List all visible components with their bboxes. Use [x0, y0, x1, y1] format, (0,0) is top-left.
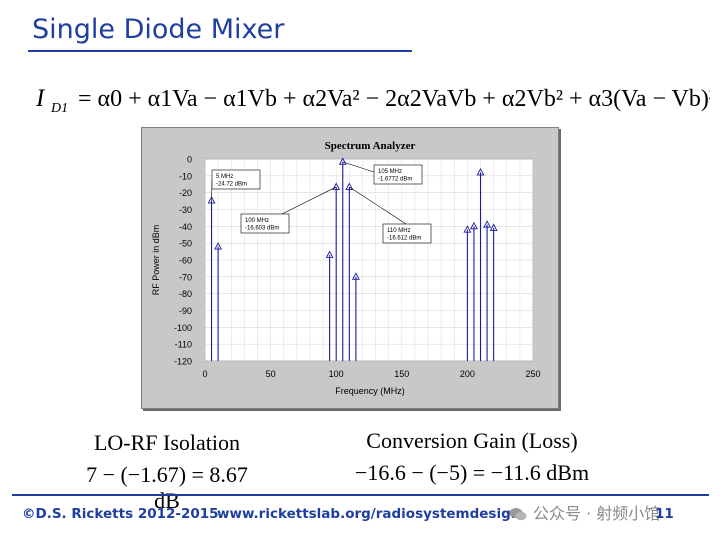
y-tick-labels: 0 -10 -20 -30 -40 -50 -60 -70 -80 -90 -100 -110 -120 — [174, 155, 192, 367]
conversion-gain-title: Conversion Gain (Loss) — [366, 428, 578, 453]
spectrum-marker — [207, 196, 216, 204]
title-underline — [28, 50, 412, 52]
spectrum-marker — [214, 242, 223, 250]
spectrum-marker — [463, 225, 472, 233]
x-tick-labels: 0 50 100 150 200 250 — [202, 369, 540, 379]
callout-leader — [349, 186, 407, 225]
eq-lhs-sub: D1 — [50, 101, 68, 116]
y-tick-label: -110 — [175, 340, 192, 350]
spectrum-marker — [351, 272, 360, 280]
lo-rf-isolation-title: LO-RF Isolation — [93, 430, 241, 455]
spectrum-marker — [483, 220, 492, 228]
x-tick-label: 100 — [329, 369, 344, 379]
slide-title: Single Diode Mixer — [32, 14, 285, 45]
y-tick-label: -120 — [174, 357, 192, 367]
lo-rf-isolation-block: LO-RF Isolation 7 − (−1.67) = 8.67 dB — [72, 430, 262, 514]
y-tick-label: -100 — [174, 323, 192, 333]
eq-rhs: = α0 + α1Va − α1Vb + α2Va² − 2α2VaVb + α… — [78, 86, 710, 112]
callout-leader — [342, 161, 375, 173]
callout-power: -16.603 dBm — [245, 226, 279, 232]
diode-current-equation: I D1 = α0 + α1Va − α1Vb + α2Va² − 2α2VaV… — [35, 85, 710, 116]
x-tick-label: 0 — [202, 369, 207, 379]
callout-frequency: 105 MHz — [378, 169, 402, 175]
page-number: 11 — [655, 506, 674, 522]
callout-frequency: 110 MHz — [387, 228, 411, 234]
eq-lhs: I — [35, 85, 46, 112]
callout-power: -1.6772 dBm — [378, 177, 412, 183]
y-tick-label: -10 — [179, 171, 192, 181]
y-tick-label: -50 — [179, 239, 192, 249]
y-tick-label: -40 — [179, 222, 192, 232]
callouts: 5 MHz -24.72 dBm 105 MHz -1.6772 dBm 100 MHz… — [211, 161, 432, 244]
y-tick-label: -70 — [179, 272, 192, 282]
watermark: 公众号 · 射频小馆 — [509, 500, 660, 524]
x-tick-label: 50 — [266, 369, 276, 379]
spectrum-chart: Spectrum Analyzer 0 -10 -20 -30 -40 -50 -60 -70… — [151, 140, 541, 396]
spectrum-marker — [325, 250, 334, 258]
chart-title: Spectrum Analyzer — [325, 140, 416, 152]
conversion-gain-block: Conversion Gain (Loss) −16.6 − (−5) = −1… — [342, 428, 602, 486]
spectrum-marker — [470, 221, 478, 230]
spectrum-chart-frame: Spectrum Analyzer 0 -10 -20 -30 -40 -50 -60 -70… — [141, 127, 559, 409]
callout-leader — [281, 186, 337, 215]
y-tick-label: -60 — [179, 256, 192, 266]
x-tick-label: 200 — [460, 369, 475, 379]
spectrum-marker — [476, 168, 485, 176]
callout-frequency: 100 MHz — [245, 218, 269, 224]
y-tick-label: -30 — [179, 205, 192, 215]
callout-box — [382, 223, 432, 244]
y-axis-label: RF Power in dBm — [151, 225, 161, 296]
footer-website[interactable]: www.rickettslab.org/radiosystemdesign — [217, 506, 521, 522]
x-axis-label: Frequency (MHz) — [335, 386, 405, 396]
spectrum-bars — [207, 157, 498, 361]
footer-rule — [12, 494, 709, 496]
spectrum-marker — [489, 223, 498, 231]
spectrum-marker — [345, 182, 354, 190]
wechat-icon — [509, 508, 527, 521]
x-tick-label: 250 — [525, 369, 540, 379]
spectrum-marker — [332, 182, 341, 190]
callout-power: -16.612 dBm — [387, 236, 421, 242]
y-tick-label: -80 — [179, 289, 192, 299]
y-tick-label: 0 — [187, 155, 192, 165]
callout-box — [240, 213, 290, 234]
callout-box — [373, 164, 423, 185]
y-tick-label: -90 — [179, 306, 192, 316]
conversion-gain-equation: −16.6 − (−5) = −11.6 dBm — [354, 460, 590, 485]
spectrum-marker — [338, 157, 347, 165]
lo-rf-isolation-equation: 7 − (−1.67) = 8.67 dB — [86, 462, 248, 513]
y-tick-label: -20 — [179, 188, 192, 198]
callout-box — [211, 169, 261, 190]
callout-power: -24.72 dBm — [216, 182, 247, 188]
callout-frequency: 5 MHz — [216, 174, 233, 180]
footer-copyright: ©D.S. Ricketts 2012-2015 — [22, 506, 219, 522]
x-tick-label: 150 — [394, 369, 409, 379]
watermark-text: 公众号 · 射频小馆 — [533, 504, 661, 523]
